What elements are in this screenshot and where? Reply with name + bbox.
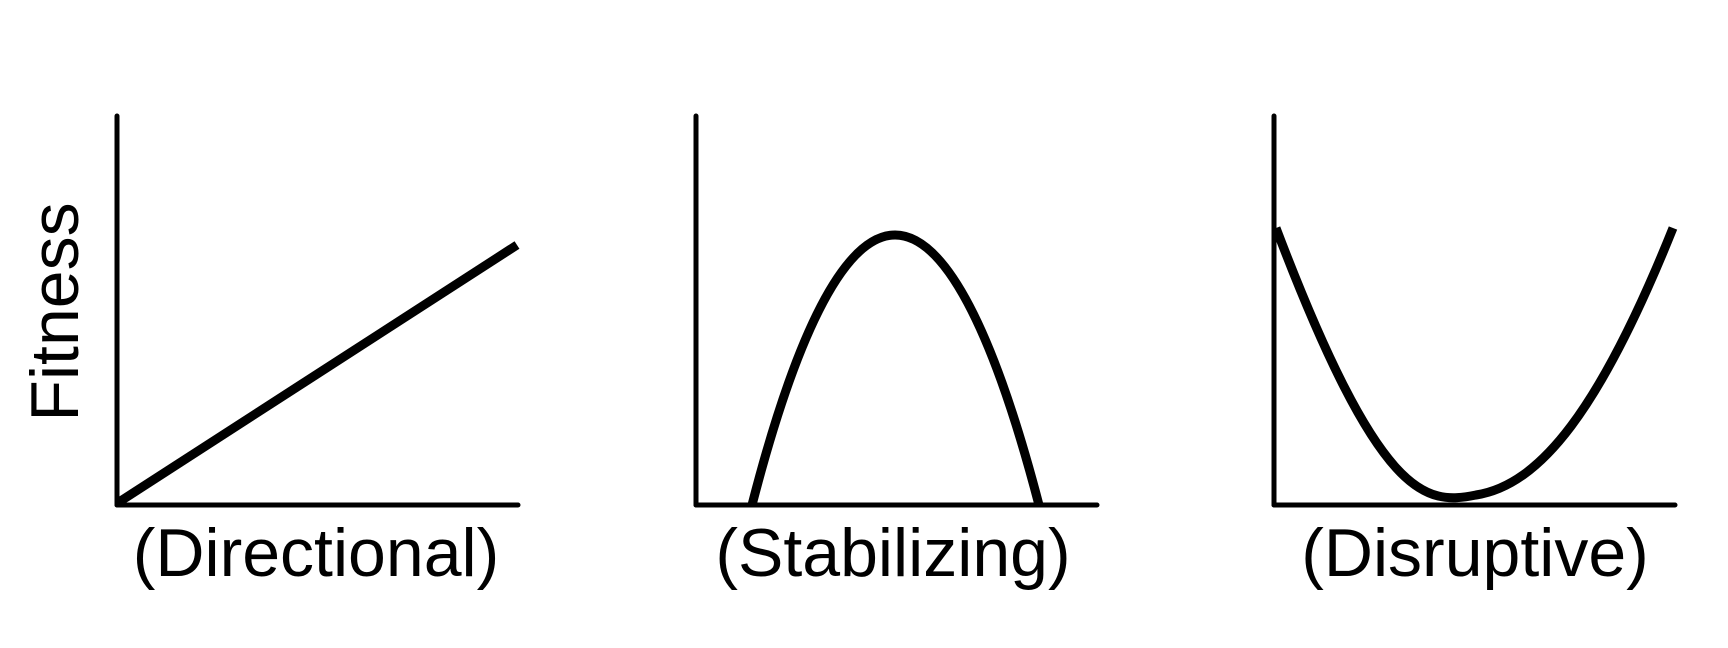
y-axis-label-fitness: Fitness <box>17 202 93 421</box>
fitness-curve-disruptive <box>1271 226 1678 503</box>
fitness-curve-stabilizing <box>747 230 1044 507</box>
panel-stabilizing: (Stabilizing) <box>693 113 1100 591</box>
panel-label-disruptive: (Disruptive) <box>1301 515 1649 591</box>
panel-directional: (Directional) <box>114 113 521 591</box>
panel-label-directional: (Directional) <box>133 515 500 591</box>
fitness-curve-directional <box>116 241 520 506</box>
panel-disruptive: (Disruptive) <box>1271 113 1678 591</box>
panel-label-stabilizing: (Stabilizing) <box>715 515 1070 591</box>
